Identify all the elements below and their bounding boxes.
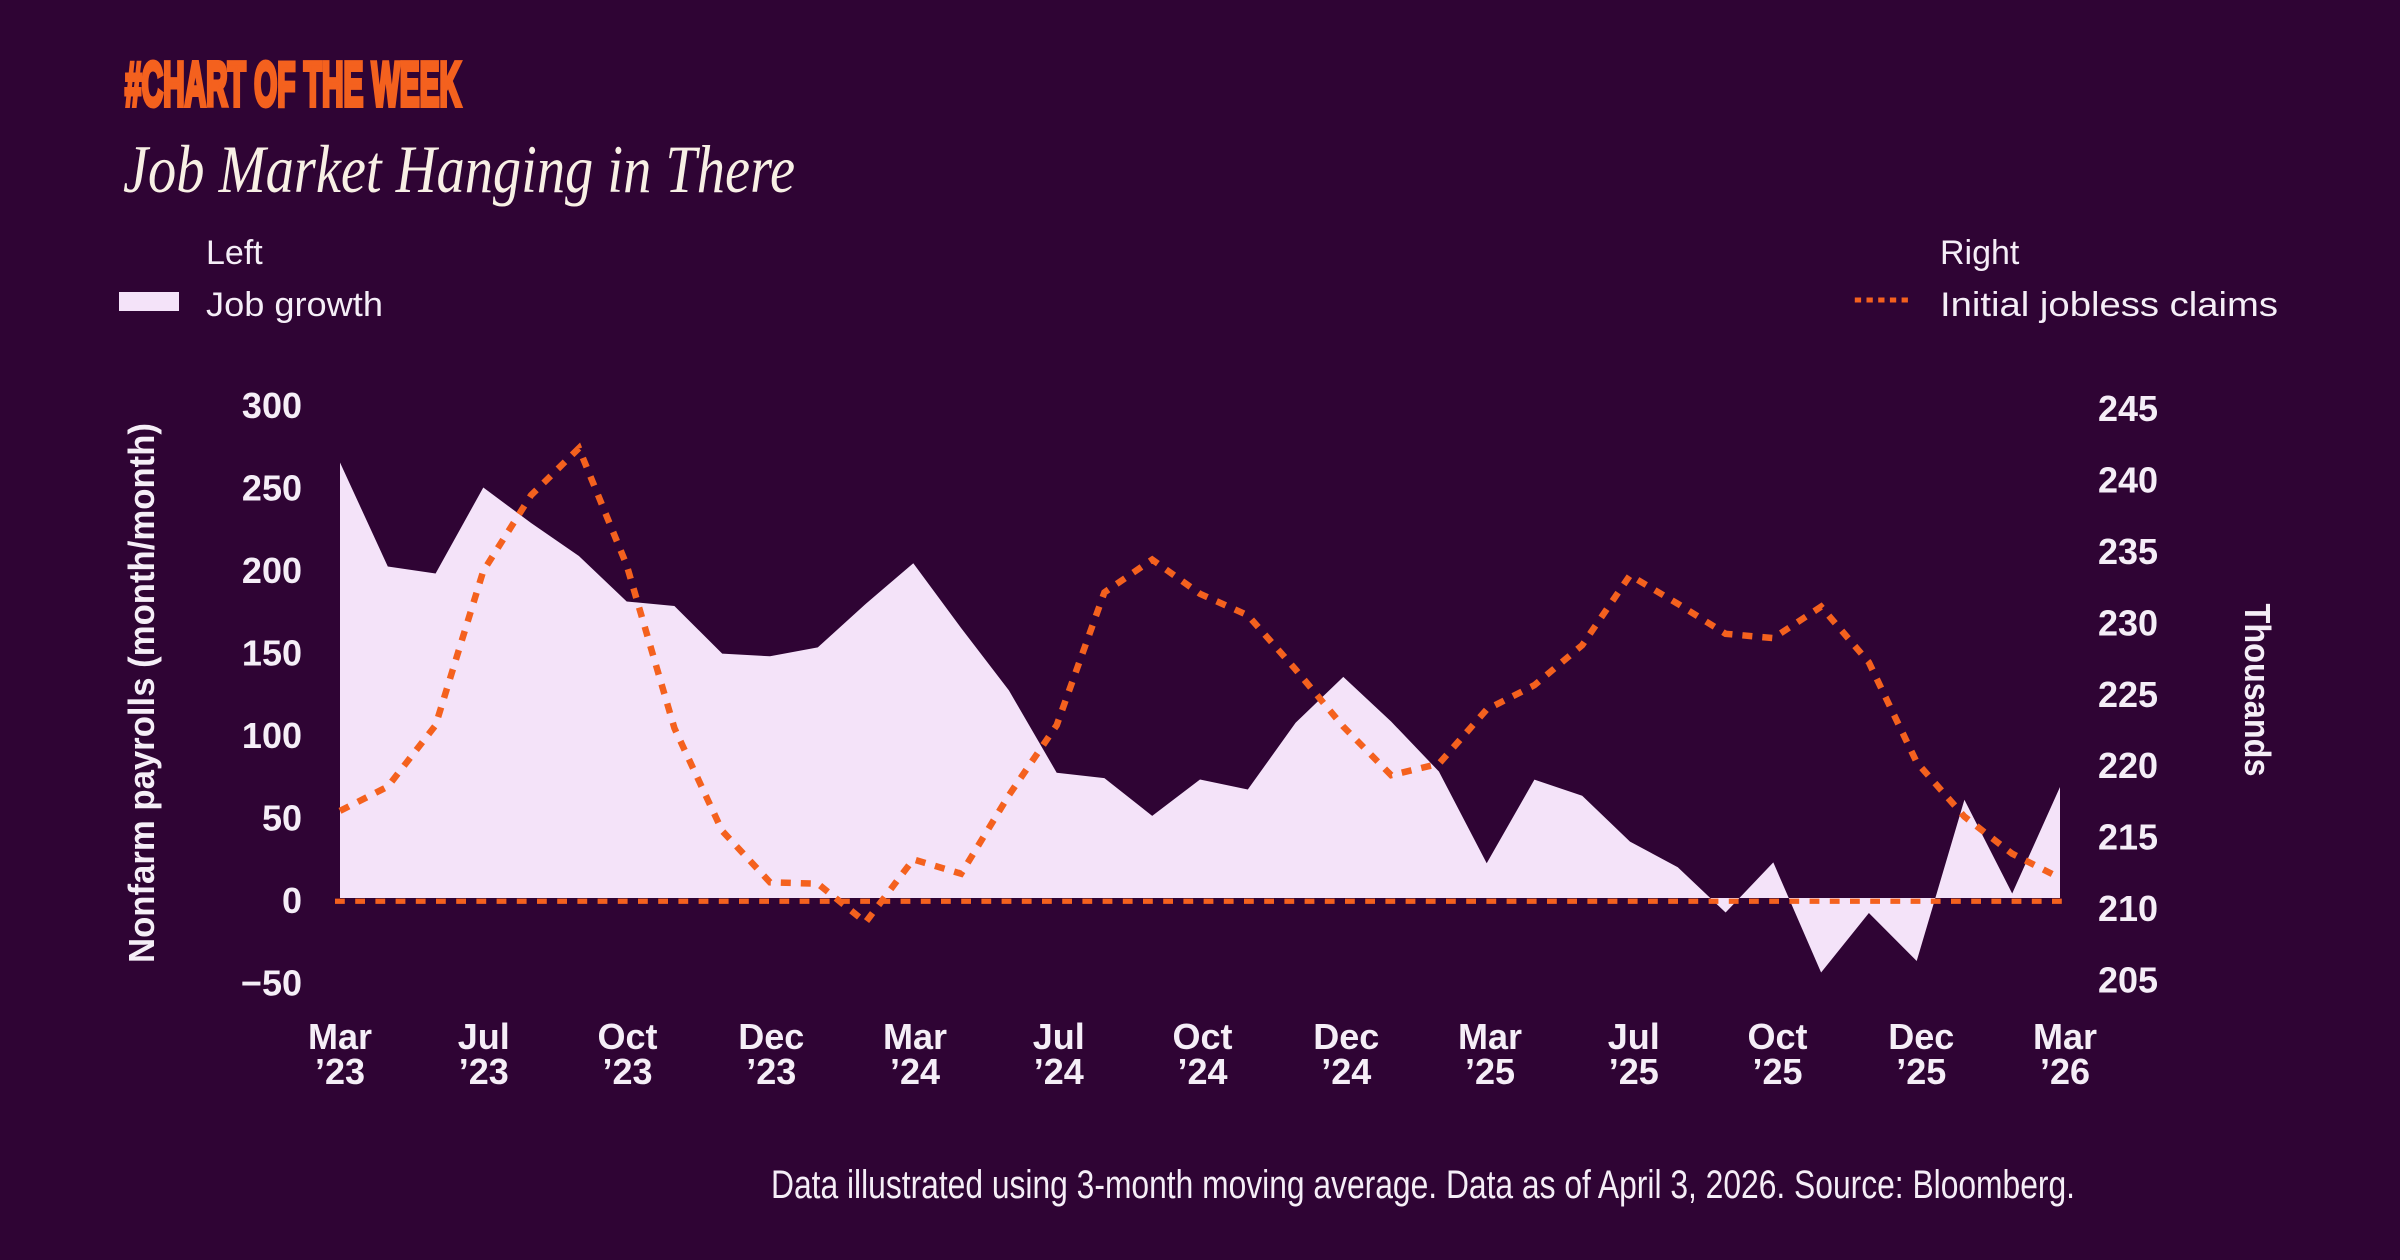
svg-text:Dec: Dec bbox=[1888, 1016, 1954, 1057]
svg-text:Left: Left bbox=[206, 234, 263, 272]
svg-text:Oct: Oct bbox=[1172, 1016, 1232, 1057]
svg-text:Jul: Jul bbox=[458, 1016, 510, 1057]
svg-text:Mar: Mar bbox=[308, 1016, 372, 1057]
svg-text:245: 245 bbox=[2098, 388, 2158, 429]
svg-text:300: 300 bbox=[242, 385, 302, 426]
svg-text:235: 235 bbox=[2098, 531, 2158, 572]
svg-text:200: 200 bbox=[242, 550, 302, 591]
svg-text:’26: ’26 bbox=[2040, 1051, 2090, 1092]
svg-text:#CHART OF THE WEEK: #CHART OF THE WEEK bbox=[125, 51, 461, 120]
svg-text:50: 50 bbox=[262, 798, 302, 839]
svg-text:225: 225 bbox=[2098, 674, 2158, 715]
svg-text:’24: ’24 bbox=[1177, 1051, 1227, 1092]
svg-text:’25: ’25 bbox=[1752, 1051, 1802, 1092]
svg-text:250: 250 bbox=[242, 468, 302, 509]
svg-text:Right: Right bbox=[1940, 234, 2020, 272]
svg-text:’23: ’23 bbox=[459, 1051, 509, 1092]
svg-text:150: 150 bbox=[242, 633, 302, 674]
svg-text:Job growth: Job growth bbox=[206, 286, 383, 324]
svg-text:’23: ’23 bbox=[315, 1051, 365, 1092]
svg-text:Oct: Oct bbox=[597, 1016, 657, 1057]
svg-text:’24: ’24 bbox=[1321, 1051, 1371, 1092]
svg-text:0: 0 bbox=[282, 880, 302, 921]
svg-text:Dec: Dec bbox=[1313, 1016, 1379, 1057]
svg-text:Oct: Oct bbox=[1747, 1016, 1807, 1057]
svg-text:Thousands: Thousands bbox=[2237, 604, 2278, 777]
svg-text:−50: −50 bbox=[241, 963, 302, 1004]
svg-text:230: 230 bbox=[2098, 602, 2158, 643]
svg-text:’23: ’23 bbox=[602, 1051, 652, 1092]
svg-text:240: 240 bbox=[2098, 460, 2158, 501]
svg-text:Dec: Dec bbox=[738, 1016, 804, 1057]
svg-text:Jul: Jul bbox=[1033, 1016, 1085, 1057]
svg-text:205: 205 bbox=[2098, 959, 2158, 1000]
svg-text:’23: ’23 bbox=[746, 1051, 796, 1092]
svg-text:Mar: Mar bbox=[1458, 1016, 1522, 1057]
svg-text:Data illustrated using 3-month: Data illustrated using 3-month moving av… bbox=[771, 1163, 2075, 1207]
svg-text:’25: ’25 bbox=[1609, 1051, 1659, 1092]
svg-text:210: 210 bbox=[2098, 888, 2158, 929]
svg-text:220: 220 bbox=[2098, 745, 2158, 786]
svg-text:Jul: Jul bbox=[1608, 1016, 1660, 1057]
svg-text:’25: ’25 bbox=[1896, 1051, 1946, 1092]
svg-text:Nonfarm payrolls (month/month): Nonfarm payrolls (month/month) bbox=[121, 423, 162, 963]
svg-text:100: 100 bbox=[242, 715, 302, 756]
svg-text:Initial jobless claims: Initial jobless claims bbox=[1940, 286, 2278, 324]
svg-text:215: 215 bbox=[2098, 817, 2158, 858]
svg-text:’24: ’24 bbox=[1034, 1051, 1084, 1092]
svg-text:Job Market Hanging in There: Job Market Hanging in There bbox=[123, 131, 795, 207]
svg-text:’25: ’25 bbox=[1465, 1051, 1515, 1092]
svg-text:Mar: Mar bbox=[2033, 1016, 2097, 1057]
svg-text:Mar: Mar bbox=[883, 1016, 947, 1057]
svg-text:’24: ’24 bbox=[890, 1051, 940, 1092]
